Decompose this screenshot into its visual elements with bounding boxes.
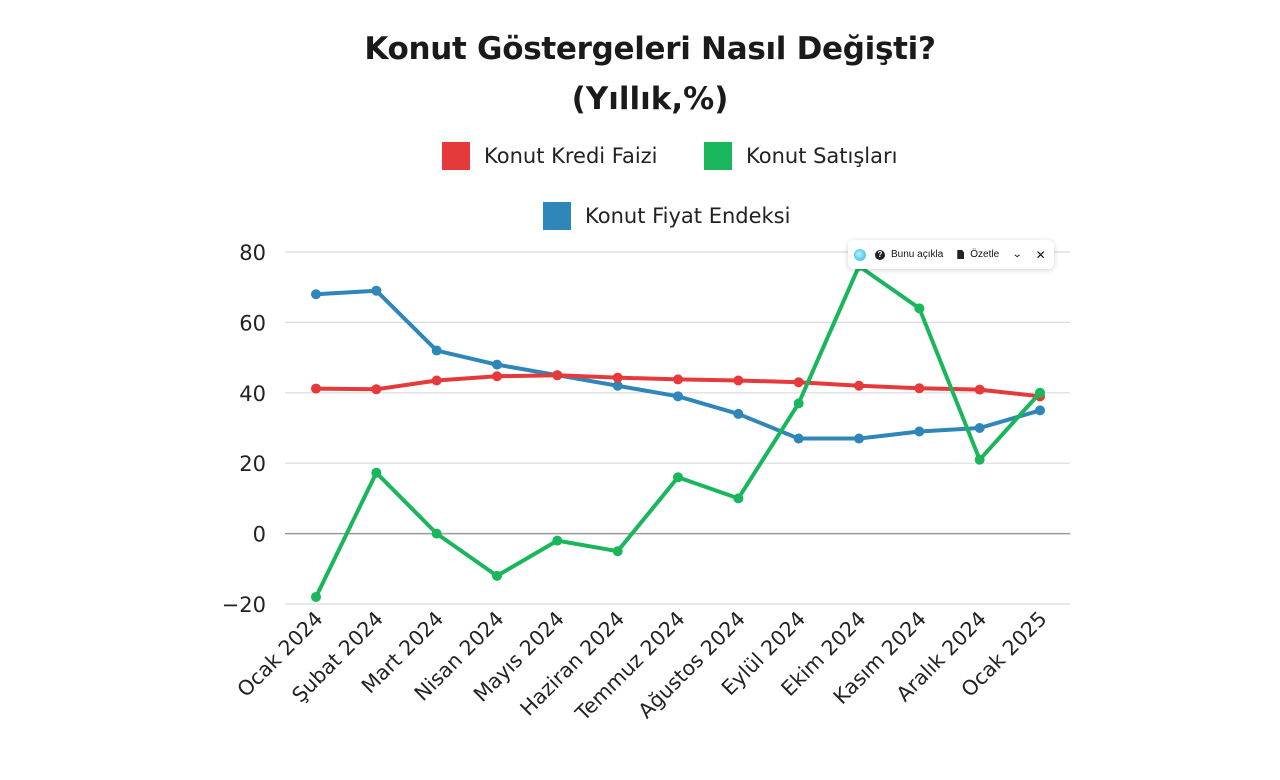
legend-swatch-red xyxy=(442,142,470,170)
x-tick-label: Haziran 2024 xyxy=(515,607,629,721)
data-point xyxy=(371,285,382,296)
y-tick-label: −20 xyxy=(222,593,266,617)
data-point xyxy=(371,384,382,395)
assistant-logo-icon[interactable] xyxy=(854,248,866,261)
data-point xyxy=(431,375,442,386)
x-tick-label: Temmuz 2024 xyxy=(570,607,690,727)
x-tick-label: Ağustos 2024 xyxy=(633,607,749,723)
data-point xyxy=(431,528,442,539)
explain-button[interactable]: Bunu açıkla xyxy=(891,249,944,260)
data-point xyxy=(974,423,985,433)
data-point xyxy=(854,433,864,444)
data-point xyxy=(733,408,744,419)
y-tick-label: 40 xyxy=(239,382,266,406)
data-point xyxy=(612,380,623,391)
data-point xyxy=(733,493,744,504)
data-point xyxy=(1035,387,1045,398)
chart-subtitle: (Yıllık,%) xyxy=(571,81,729,117)
legend-label: Konut Satışları xyxy=(746,144,898,168)
chart-title: Konut Göstergeleri Nasıl Değişti? xyxy=(364,31,936,67)
data-point xyxy=(673,472,683,483)
data-point xyxy=(552,370,563,381)
summarize-button[interactable]: Özetle xyxy=(970,249,1000,260)
legend-item-konut-fiyat-endeksi: Konut Fiyat Endeksi xyxy=(543,202,790,230)
y-tick-label: 20 xyxy=(239,452,266,476)
chevron-down-icon[interactable]: ⌄ xyxy=(1011,249,1023,260)
data-point xyxy=(612,546,623,557)
data-point xyxy=(673,374,683,385)
question-icon: ? xyxy=(875,249,885,260)
data-point xyxy=(793,398,804,409)
legend-label: Konut Fiyat Endeksi xyxy=(585,204,791,228)
series-line xyxy=(314,288,1042,441)
data-point xyxy=(673,391,683,402)
legend-swatch-blue xyxy=(543,202,571,230)
data-point xyxy=(371,467,382,478)
data-point xyxy=(492,371,502,382)
data-point xyxy=(854,380,864,391)
legend-item-konut-kredi-faizi: Konut Kredi Faizi xyxy=(442,142,658,170)
data-point xyxy=(974,454,985,465)
data-point xyxy=(914,383,925,394)
legend-item-konut-satislari: Konut Satışları xyxy=(704,142,897,170)
legend-swatch-green xyxy=(704,142,732,170)
data-point xyxy=(974,384,985,395)
data-point xyxy=(431,345,442,356)
data-point xyxy=(793,433,804,444)
data-point xyxy=(492,359,502,370)
data-point xyxy=(914,426,925,437)
data-point xyxy=(311,289,321,300)
y-tick-label: 0 xyxy=(253,523,266,547)
document-icon xyxy=(957,250,965,259)
legend-label: Konut Kredi Faizi xyxy=(484,144,658,168)
data-point xyxy=(492,570,502,581)
data-point xyxy=(552,535,563,546)
data-point xyxy=(1035,405,1045,416)
data-point xyxy=(612,372,623,383)
y-tick-label: 80 xyxy=(239,241,266,265)
close-icon[interactable]: ✕ xyxy=(1035,247,1046,262)
data-point xyxy=(914,303,925,314)
data-point xyxy=(311,383,321,394)
data-point xyxy=(793,377,804,388)
data-point xyxy=(311,591,321,602)
y-tick-label: 60 xyxy=(239,311,266,335)
data-point xyxy=(733,375,744,386)
ai-selection-toolbar: ? Bunu açıkla Özetle ⌄ ✕ xyxy=(848,240,1054,269)
